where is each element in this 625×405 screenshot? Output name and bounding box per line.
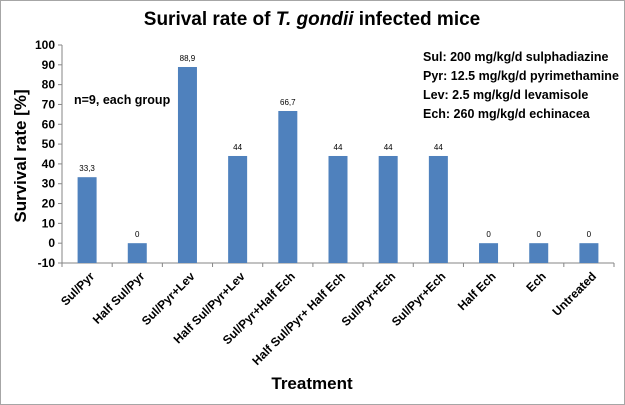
bar xyxy=(77,177,97,263)
abbreviation-legend: Sul: 200 mg/kg/d sulphadiazine Pyr: 12.5… xyxy=(423,50,619,121)
group-note: n=9, each group xyxy=(74,93,171,107)
data-label: 33,3 xyxy=(79,164,95,173)
category-label: Half Sul/Pyr+ Half Ech xyxy=(249,269,348,368)
bar xyxy=(127,243,147,263)
legend-line-lev: Lev: 2.5 mg/kg/d levamisole xyxy=(423,88,588,102)
y-tick-label: 50 xyxy=(42,137,56,151)
bar xyxy=(228,155,248,263)
data-label: 44 xyxy=(434,143,443,152)
y-tick-label: 80 xyxy=(42,78,56,92)
data-label: 0 xyxy=(587,230,592,239)
category-label: Half Ech xyxy=(455,269,499,313)
data-label: 66,7 xyxy=(280,98,296,107)
y-tick-label: 70 xyxy=(42,97,56,111)
category-label: Untreated xyxy=(550,269,600,319)
y-tick-label: 0 xyxy=(48,236,55,250)
bar xyxy=(479,243,499,263)
category-label: Sul/Pyr xyxy=(58,269,97,308)
y-axis: -10 0 10 20 30 40 50 60 70 80 90 100 xyxy=(35,38,63,270)
bars xyxy=(77,66,599,264)
y-tick-label: 30 xyxy=(42,177,56,191)
data-label: 0 xyxy=(537,230,542,239)
y-tick-label: 90 xyxy=(42,58,56,72)
y-tick-label: 100 xyxy=(35,38,55,52)
data-label: 44 xyxy=(233,143,242,152)
legend-line-sul: Sul: 200 mg/kg/d sulphadiazine xyxy=(423,50,609,64)
bar xyxy=(177,66,197,263)
y-tick-label: -10 xyxy=(38,256,56,270)
bar xyxy=(579,243,599,263)
y-tick-label: 20 xyxy=(42,197,56,211)
data-label: 44 xyxy=(334,143,343,152)
data-label: 0 xyxy=(135,230,140,239)
y-tick-label: 60 xyxy=(42,117,56,131)
bar xyxy=(278,110,298,264)
chart-title-part: Surival rate of xyxy=(144,9,276,30)
category-label: Sul/Pyr+Ech xyxy=(389,269,449,329)
y-axis-title: Survival rate [%] xyxy=(11,89,30,222)
data-labels: 33,3 0 88,9 44 66,7 44 44 44 0 0 0 xyxy=(79,54,591,239)
bar xyxy=(529,243,549,263)
data-label: 88,9 xyxy=(180,54,196,63)
data-label: 0 xyxy=(486,230,491,239)
x-axis-title: Treatment xyxy=(271,374,353,393)
y-tick-label: 40 xyxy=(42,157,56,171)
y-tick-label: 10 xyxy=(42,216,56,230)
bar xyxy=(378,155,398,263)
category-label: Ech xyxy=(523,269,548,294)
legend-line-pyr: Pyr: 12.5 mg/kg/d pyrimethamine xyxy=(423,69,619,83)
bar xyxy=(428,155,448,263)
x-axis xyxy=(61,262,615,267)
data-label: 44 xyxy=(384,143,393,152)
chart-title: Surival rate of T. gondii infected mice xyxy=(144,9,480,30)
chart-title-part: T. gondii xyxy=(276,9,354,30)
legend-line-ech: Ech: 260 mg/kg/d echinacea xyxy=(423,107,591,121)
bar xyxy=(328,155,348,263)
chart-title-part: infected mice xyxy=(354,9,481,30)
